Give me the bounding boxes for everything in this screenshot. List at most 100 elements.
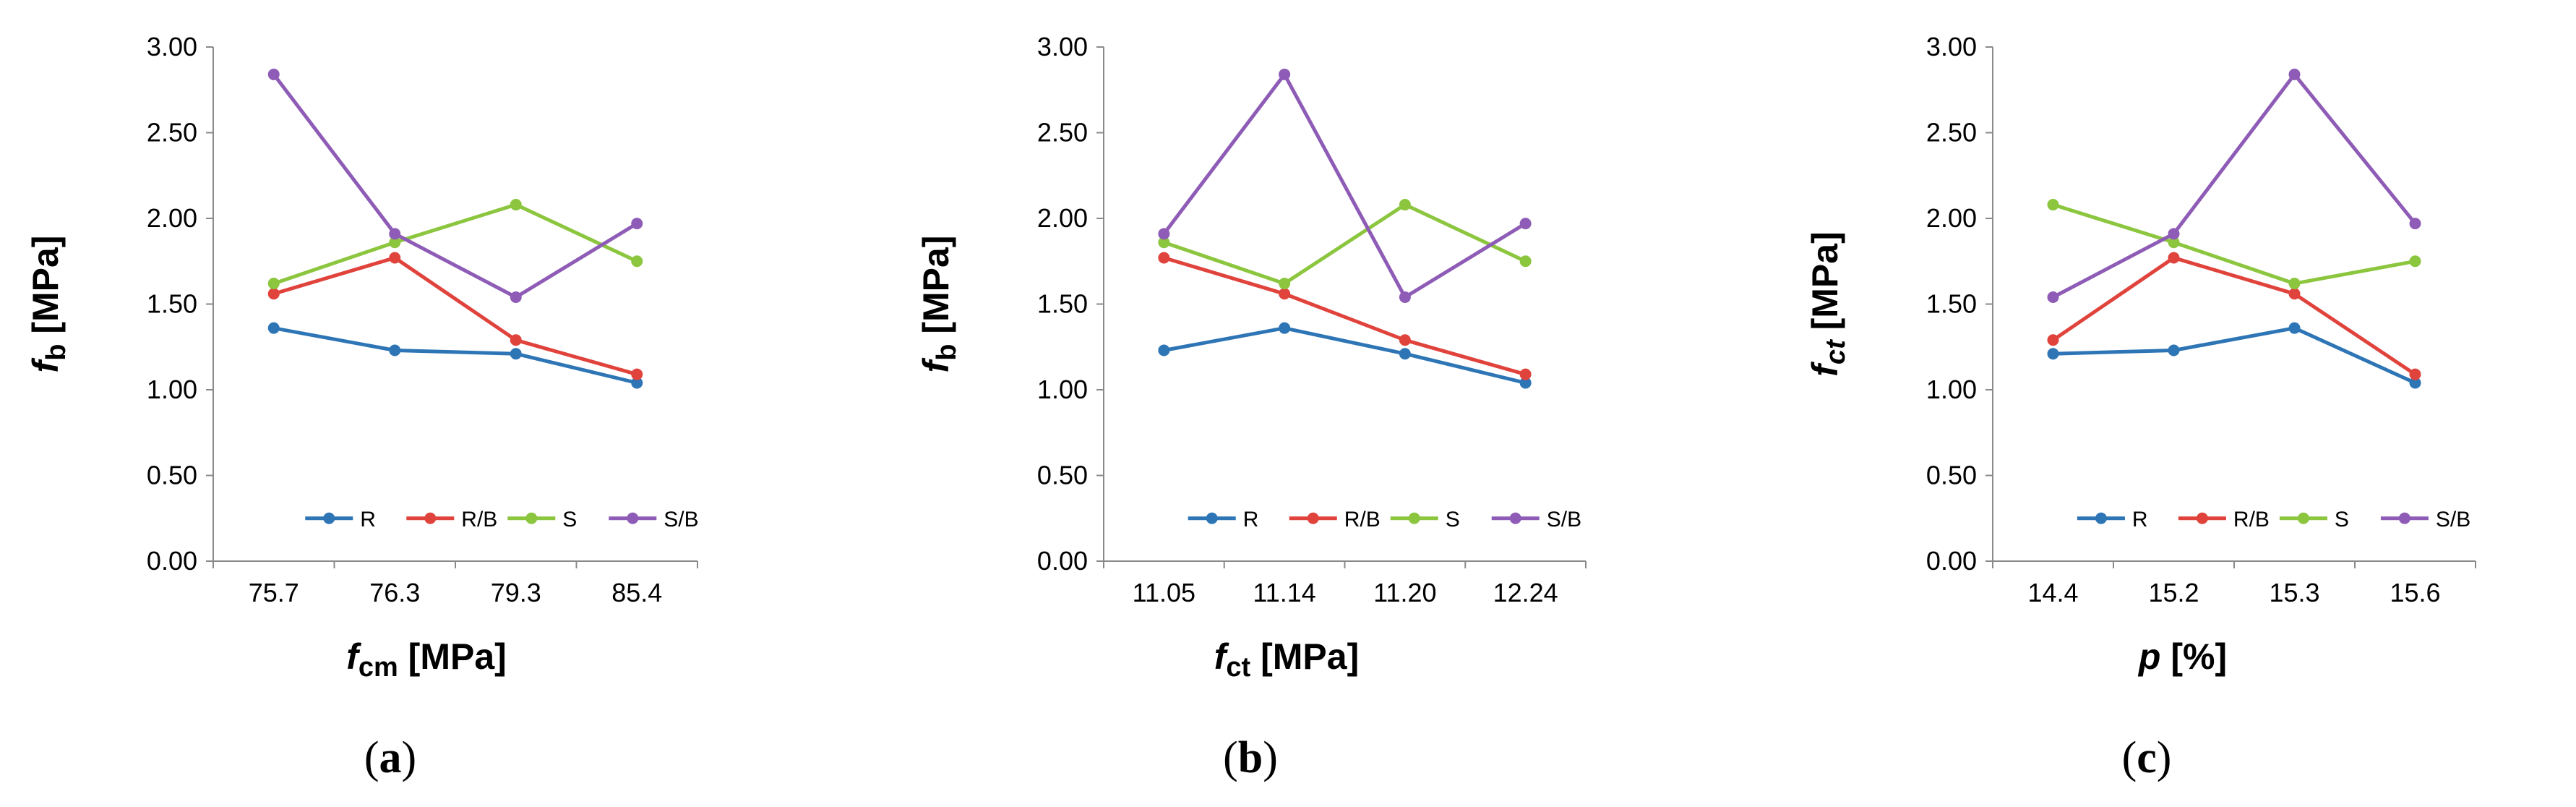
x-axis-title-unit: [MPa] (1250, 636, 1359, 677)
data-point-r (510, 348, 522, 360)
x-tick-label: 76.3 (369, 578, 420, 607)
data-point-r (2168, 344, 2180, 356)
y-tick-label: 2.00 (147, 203, 197, 233)
x-tick-label: 79.3 (491, 578, 541, 607)
y-axis-title: fb [MPa] (25, 236, 72, 373)
data-point-s (1399, 199, 1411, 211)
data-point-s-b (2288, 68, 2301, 80)
panel-caption-open: ( (2122, 733, 2137, 782)
legend-label-s: S (1446, 508, 1460, 531)
x-axis-title-unit: [%] (2160, 636, 2227, 677)
series-line-r (1163, 326, 1527, 385)
legend-marker-r-b (2196, 512, 2208, 524)
panel-caption-open: ( (364, 733, 379, 782)
legend-marker-s-b (627, 512, 639, 524)
series-line-s (272, 202, 638, 286)
legend-label-s-b: S/B (2436, 508, 2470, 531)
y-tick-label: 0.00 (1037, 546, 1088, 576)
legend-label-r-b: R/B (2233, 508, 2270, 531)
series-line-s-b (1162, 72, 1527, 299)
data-point-r (2047, 348, 2059, 360)
data-point-r (631, 377, 643, 389)
data-point-s (2168, 236, 2180, 249)
data-point-s-b (267, 68, 280, 80)
series-line-r-b (1163, 256, 1527, 377)
y-tick-label: 2.00 (1926, 203, 1977, 233)
panel-caption-close: ) (2157, 733, 2172, 782)
y-tick-label: 2.00 (1037, 203, 1088, 233)
y-tick-label: 2.50 (147, 118, 197, 148)
y-tick-label: 0.00 (1926, 546, 1977, 576)
legend-label-s: S (562, 508, 577, 531)
data-point-s (510, 199, 522, 211)
y-tick-label: 2.50 (1926, 118, 1977, 148)
data-point-s (1519, 255, 1532, 268)
data-point-s (267, 278, 280, 290)
data-point-r (1279, 322, 1291, 334)
data-point-r (389, 344, 401, 356)
legend-label-s: S (2335, 508, 2349, 531)
y-axis-title-main: f (1805, 362, 1845, 377)
y-axis-title-main: f (916, 357, 956, 372)
x-tick-label: 14.4 (2027, 578, 2078, 607)
data-point-r (2288, 322, 2301, 334)
data-point-r-b (2168, 252, 2180, 264)
data-point-r (267, 322, 280, 334)
x-tick-label: 85.4 (611, 578, 662, 607)
y-axis-title-sub: b (41, 344, 72, 361)
y-tick-label: 3.00 (147, 32, 197, 61)
x-axis-title: p [%] (2137, 636, 2227, 677)
y-tick-label: 2.50 (1037, 118, 1088, 148)
panel-caption-letter: b (1238, 733, 1263, 782)
y-tick-label: 3.00 (1037, 32, 1088, 61)
data-point-s-b (510, 291, 522, 304)
x-tick-label: 15.6 (2390, 578, 2440, 607)
data-point-s-b (2409, 218, 2421, 230)
data-point-s-b (1279, 68, 1291, 80)
legend-label-r: R (360, 508, 376, 531)
data-point-s (1279, 278, 1291, 290)
series-line-r (2053, 326, 2416, 385)
legend-label-r: R (2132, 508, 2148, 531)
y-tick-label: 1.50 (147, 289, 197, 319)
x-axis-title-sub: cm (359, 652, 398, 683)
data-point-r (1519, 377, 1532, 389)
x-axis-title-main: f (1214, 636, 1229, 677)
x-axis-title-main: f (346, 636, 361, 677)
legend-marker-r (323, 512, 335, 524)
x-tick-label: 11.05 (1133, 578, 1195, 607)
legend-label-r-b: R/B (1344, 508, 1381, 531)
chart-panel-c: 0.00 0.50 1.00 1.50 2.00 2.50 3.00 14.4 15.2 15.3… (1805, 32, 2476, 782)
legend-label-r: R (1243, 508, 1259, 531)
legend-label-s-b: S/B (1547, 508, 1581, 531)
data-point-s-b (1158, 228, 1170, 240)
legend-marker-s-b (2398, 512, 2410, 524)
data-point-r-b (631, 368, 643, 380)
x-axis-title-unit: [MPa] (398, 636, 507, 677)
series-line-s-b (2052, 72, 2417, 299)
data-point-s-b (2047, 291, 2059, 304)
x-tick-label: 75.7 (249, 578, 299, 607)
y-axis-title: fct [MPa] (1805, 231, 1851, 376)
panel-caption-letter: a (379, 733, 402, 782)
data-point-s (1158, 236, 1170, 249)
data-point-r-b (1519, 368, 1532, 380)
data-point-r-b (1399, 334, 1411, 346)
data-point-s (2288, 278, 2301, 290)
data-point-s (389, 236, 401, 249)
data-point-r-b (2288, 288, 2301, 300)
legend-marker-r (2095, 512, 2107, 524)
y-tick-label: 1.00 (147, 375, 197, 404)
data-point-s-b (389, 228, 401, 240)
chart-panel-a: 0.00 0.50 1.00 1.50 2.00 2.50 3.00 75.7 76.3 79.3… (25, 32, 699, 782)
y-axis-title-unit: [MPa] (916, 236, 956, 344)
y-axis-title-unit: [MPa] (25, 236, 66, 344)
y-axis-title-unit: [MPa] (1805, 231, 1845, 340)
data-point-r-b (2409, 368, 2421, 380)
data-point-r-b (389, 252, 401, 264)
panel-caption-letter: c (2137, 733, 2157, 782)
data-point-r (2409, 377, 2421, 389)
y-tick-label: 0.50 (1037, 461, 1088, 490)
x-axis-title: fcm [MPa] (346, 636, 507, 683)
